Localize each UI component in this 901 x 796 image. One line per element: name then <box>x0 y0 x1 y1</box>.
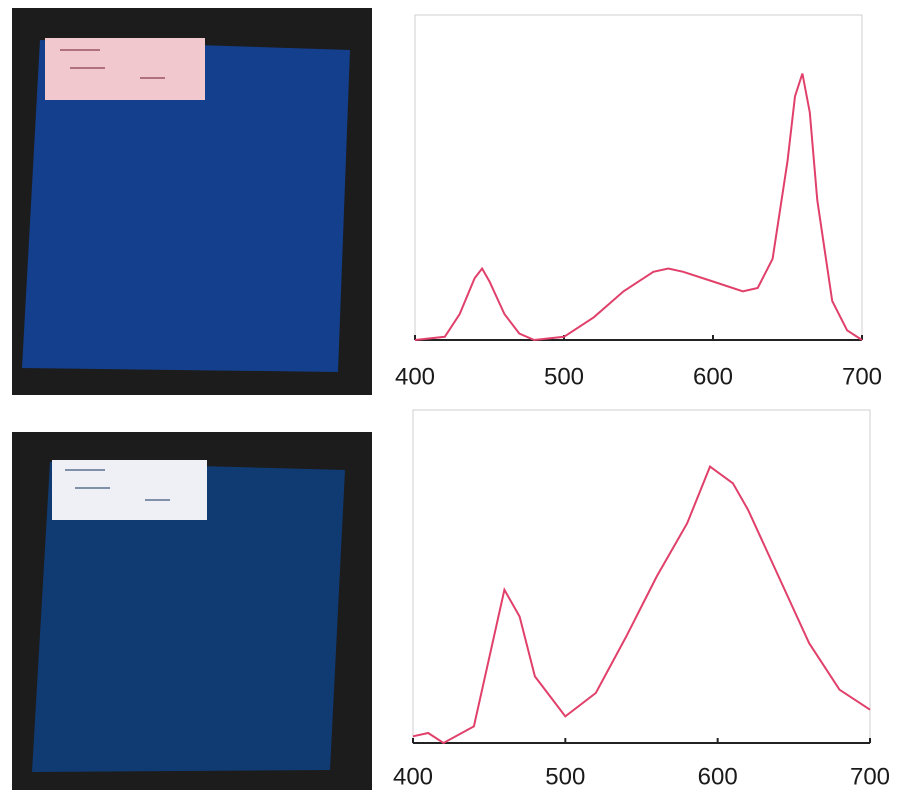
spectrum-line <box>412 465 871 745</box>
x-tick-label: 700 <box>842 363 882 390</box>
photo-top <box>12 8 372 395</box>
plot-frame <box>414 14 863 341</box>
x-tick-label: 400 <box>393 763 433 790</box>
x-tick-label: 400 <box>395 363 435 390</box>
x-tick-label: 500 <box>545 763 585 790</box>
spectrum-line <box>414 73 863 342</box>
x-tick-label: 600 <box>698 763 738 790</box>
x-tick-label: 700 <box>850 763 890 790</box>
x-tick-label: 500 <box>544 363 584 390</box>
photo-bottom <box>12 432 372 790</box>
x-tick-label: 600 <box>693 363 733 390</box>
